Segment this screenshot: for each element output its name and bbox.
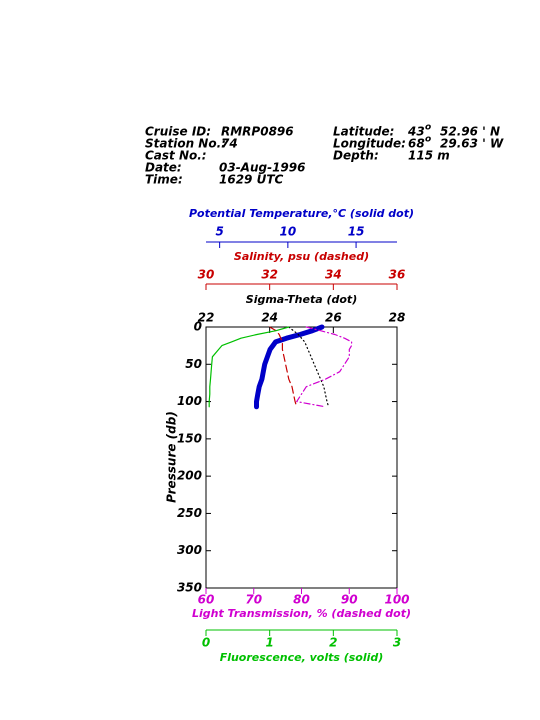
y-tick-label: 0 — [194, 320, 202, 334]
header-value: 43 — [407, 125, 425, 139]
x-tick-label: 15 — [348, 225, 365, 239]
profile-line — [208, 326, 290, 408]
y-tick-label: 300 — [177, 543, 202, 557]
x-axis-title: Fluorescence, volts (solid) — [220, 651, 384, 664]
x-axis-title: Light Transmission, % (dashed dot) — [192, 607, 411, 620]
header-label: Station No.: — [145, 137, 226, 151]
degree-mark: o — [425, 135, 431, 145]
header-value: 68 — [408, 137, 425, 151]
plot-frame — [205, 326, 398, 589]
header-value: 1629 UTC — [219, 173, 284, 187]
x-tick-label: 10 — [280, 225, 297, 239]
header-value: 74 — [221, 137, 238, 151]
x-tick-label: 60 — [198, 593, 215, 607]
header-value: 52.96 ' N — [440, 125, 500, 139]
header-label: Date: — [145, 161, 182, 175]
x-axis-title: Potential Temperature,°C (solid dot) — [189, 207, 414, 220]
x-tick-label: 24 — [261, 311, 278, 325]
header-value: 115 m — [408, 149, 450, 163]
x-tick-label: 2 — [329, 636, 337, 650]
x-tick-label: 0 — [202, 636, 210, 650]
x-tick-label: 36 — [389, 268, 406, 282]
y-tick-label: 100 — [177, 394, 202, 408]
x-tick-label: 26 — [325, 311, 342, 325]
profile-line — [269, 326, 298, 408]
y-tick-label: 150 — [177, 431, 202, 445]
x-tick-label: 90 — [341, 593, 358, 607]
y-axis-title: Pressure (db) — [165, 411, 179, 503]
x-tick-label: 100 — [384, 593, 409, 607]
x-tick-label: 28 — [389, 311, 406, 325]
header-value: RMRP0896 — [221, 125, 294, 139]
x-tick-label: 1 — [265, 636, 273, 650]
profile-line — [296, 326, 353, 408]
y-tick-label: 50 — [185, 357, 202, 371]
header-value: 03-Aug-1996 — [219, 161, 305, 175]
header-label: Latitude: — [333, 125, 394, 139]
x-tick-label: 32 — [261, 268, 278, 282]
x-tick-label: 3 — [393, 636, 401, 650]
x-tick-label: 80 — [293, 593, 310, 607]
header-label: Cruise ID: — [145, 125, 211, 139]
header-label: Depth: — [333, 149, 379, 163]
x-axis-title: Salinity, psu (dashed) — [234, 250, 369, 263]
x-tick-label: 30 — [198, 268, 215, 282]
degree-mark: o — [425, 123, 431, 133]
y-tick-label: 350 — [177, 581, 202, 595]
header-label: Longitude: — [333, 137, 406, 151]
y-tick-label: 250 — [177, 506, 202, 520]
header-label: Time: — [145, 173, 183, 187]
header-value: 29.63 ' W — [440, 137, 504, 151]
x-tick-label: 70 — [245, 593, 262, 607]
x-tick-label: 22 — [198, 311, 215, 325]
profile-line — [288, 326, 330, 408]
profile-line — [254, 324, 325, 410]
x-tick-label: 5 — [215, 225, 223, 239]
header-label: Cast No.: — [145, 149, 207, 163]
x-tick-label: 34 — [325, 268, 342, 282]
x-axis-title: Sigma-Theta (dot) — [246, 293, 357, 306]
y-tick-label: 200 — [177, 469, 202, 483]
